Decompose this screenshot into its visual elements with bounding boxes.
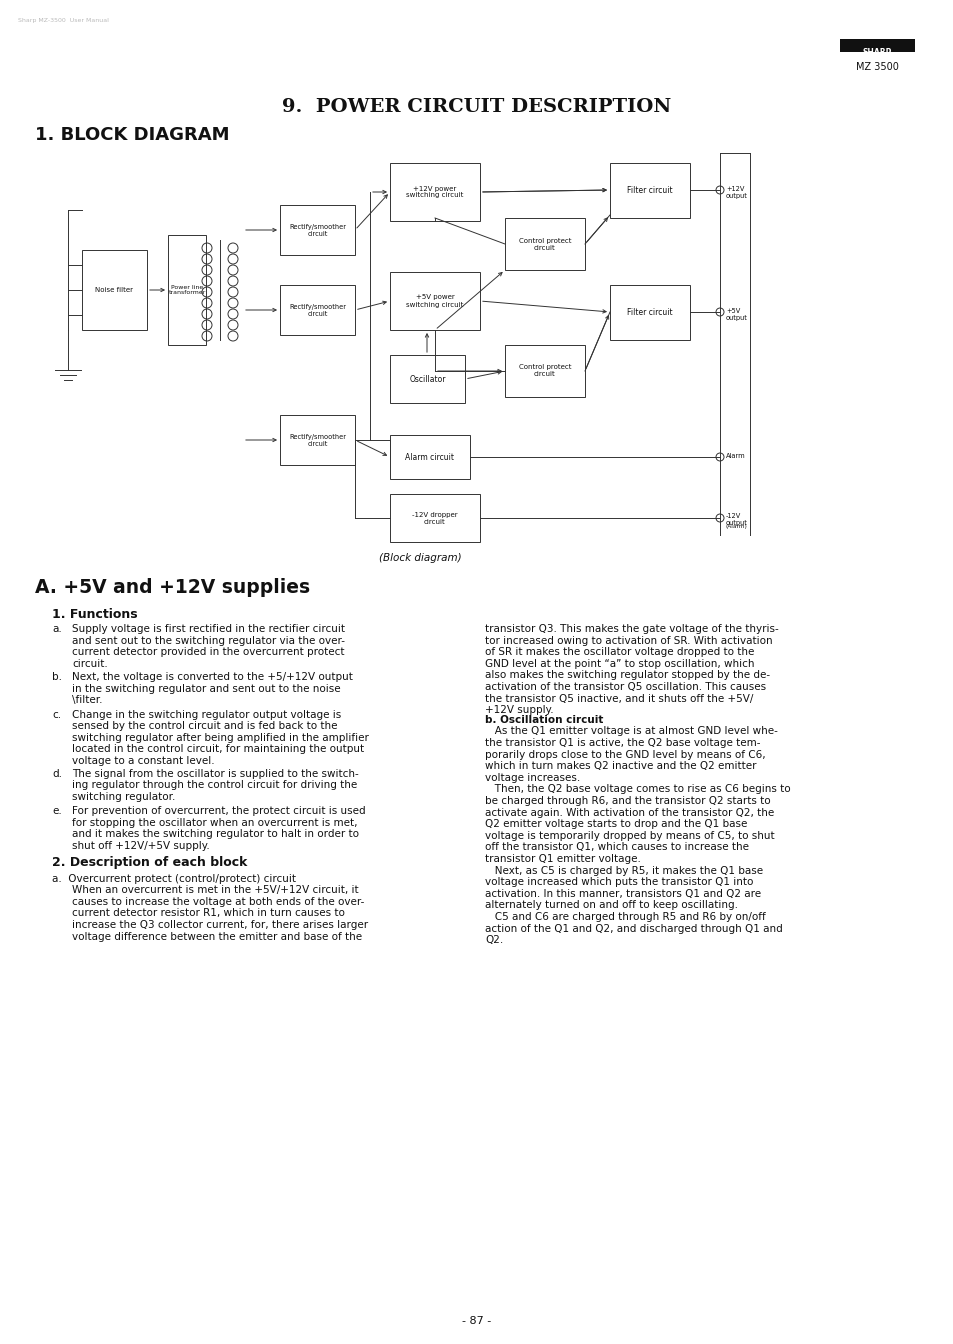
Text: Control protect
circuit: Control protect circuit (518, 364, 571, 378)
Bar (82, 250, 147, 331)
Text: When an overcurrent is met in the +5V/+12V circuit, it
causes to increase the vo: When an overcurrent is met in the +5V/+1… (71, 886, 368, 942)
Text: e.: e. (52, 806, 62, 816)
Text: +5V
output: +5V output (725, 308, 747, 321)
Text: +5V power
switching circuit: +5V power switching circuit (406, 294, 463, 308)
Text: Alarm: Alarm (725, 453, 745, 460)
Text: For prevention of overcurrent, the protect circuit is used
for stopping the osci: For prevention of overcurrent, the prote… (71, 806, 365, 851)
Text: Alarm circuit: Alarm circuit (405, 453, 454, 461)
Text: 9.  POWER CIRCUIT DESCRIPTION: 9. POWER CIRCUIT DESCRIPTION (282, 98, 671, 116)
Text: b. Oscillation circuit: b. Oscillation circuit (484, 715, 602, 726)
Bar (609, 285, 689, 340)
Text: Power line
transformer: Power line transformer (168, 285, 206, 296)
Bar (840, 39, 914, 52)
Text: Rectify/smoother
circuit: Rectify/smoother circuit (289, 304, 346, 316)
Text: Change in the switching regulator output voltage is
sensed by the control circui: Change in the switching regulator output… (71, 710, 369, 766)
Text: -12V dropper
circuit: -12V dropper circuit (412, 512, 457, 524)
Bar (280, 285, 355, 335)
Text: 1. Functions: 1. Functions (52, 607, 137, 621)
Text: Next, the voltage is converted to the +5/+12V output
in the switching regulator : Next, the voltage is converted to the +5… (71, 672, 353, 706)
Text: - 87 -: - 87 - (462, 1316, 491, 1327)
Text: b.: b. (52, 672, 62, 683)
Text: Oscillator: Oscillator (409, 375, 445, 383)
Text: Filter circuit: Filter circuit (626, 185, 672, 195)
Text: SHARP: SHARP (862, 48, 891, 56)
Text: -12V
output: -12V output (725, 513, 747, 526)
Text: Sharp MZ-3500  User Manual: Sharp MZ-3500 User Manual (18, 17, 109, 23)
Bar (390, 355, 464, 403)
Text: Rectify/smoother
circuit: Rectify/smoother circuit (289, 434, 346, 446)
Text: c.: c. (52, 710, 61, 719)
Text: a.  Overcurrent protect (control/protect) circuit: a. Overcurrent protect (control/protect)… (52, 874, 295, 884)
Bar (168, 235, 206, 345)
Text: Control protect
circuit: Control protect circuit (518, 238, 571, 250)
Text: Rectify/smoother
circuit: Rectify/smoother circuit (289, 223, 346, 237)
Bar (280, 415, 355, 465)
Text: Noise filter: Noise filter (95, 288, 133, 293)
Text: A. +5V and +12V supplies: A. +5V and +12V supplies (35, 578, 310, 597)
Bar (390, 271, 479, 331)
Text: +12V power
switching circuit: +12V power switching circuit (406, 185, 463, 199)
Bar (504, 345, 584, 396)
Bar (390, 435, 470, 478)
Text: transistor Q3. This makes the gate voltage of the thyris-
tor increased owing to: transistor Q3. This makes the gate volta… (484, 624, 778, 715)
Text: Filter circuit: Filter circuit (626, 308, 672, 317)
Bar (390, 163, 479, 220)
Text: MZ 3500: MZ 3500 (855, 62, 898, 73)
Text: 2. Description of each block: 2. Description of each block (52, 856, 247, 870)
Text: +12V
output: +12V output (725, 185, 747, 199)
Text: The signal from the oscillator is supplied to the switch-
ing regulator through : The signal from the oscillator is suppli… (71, 769, 358, 802)
Bar (390, 495, 479, 542)
Text: a.: a. (52, 624, 62, 634)
Text: (Block diagram): (Block diagram) (378, 552, 461, 563)
Bar (280, 206, 355, 255)
Text: As the Q1 emitter voltage is at almost GND level whe-
the transistor Q1 is activ: As the Q1 emitter voltage is at almost G… (484, 726, 790, 945)
Text: Supply voltage is first rectified in the rectifier circuit
and sent out to the s: Supply voltage is first rectified in the… (71, 624, 345, 669)
Text: d.: d. (52, 769, 62, 778)
Bar (504, 218, 584, 270)
Bar (609, 163, 689, 218)
Text: (Alarm): (Alarm) (725, 524, 747, 530)
Text: 1. BLOCK DIAGRAM: 1. BLOCK DIAGRAM (35, 126, 230, 144)
